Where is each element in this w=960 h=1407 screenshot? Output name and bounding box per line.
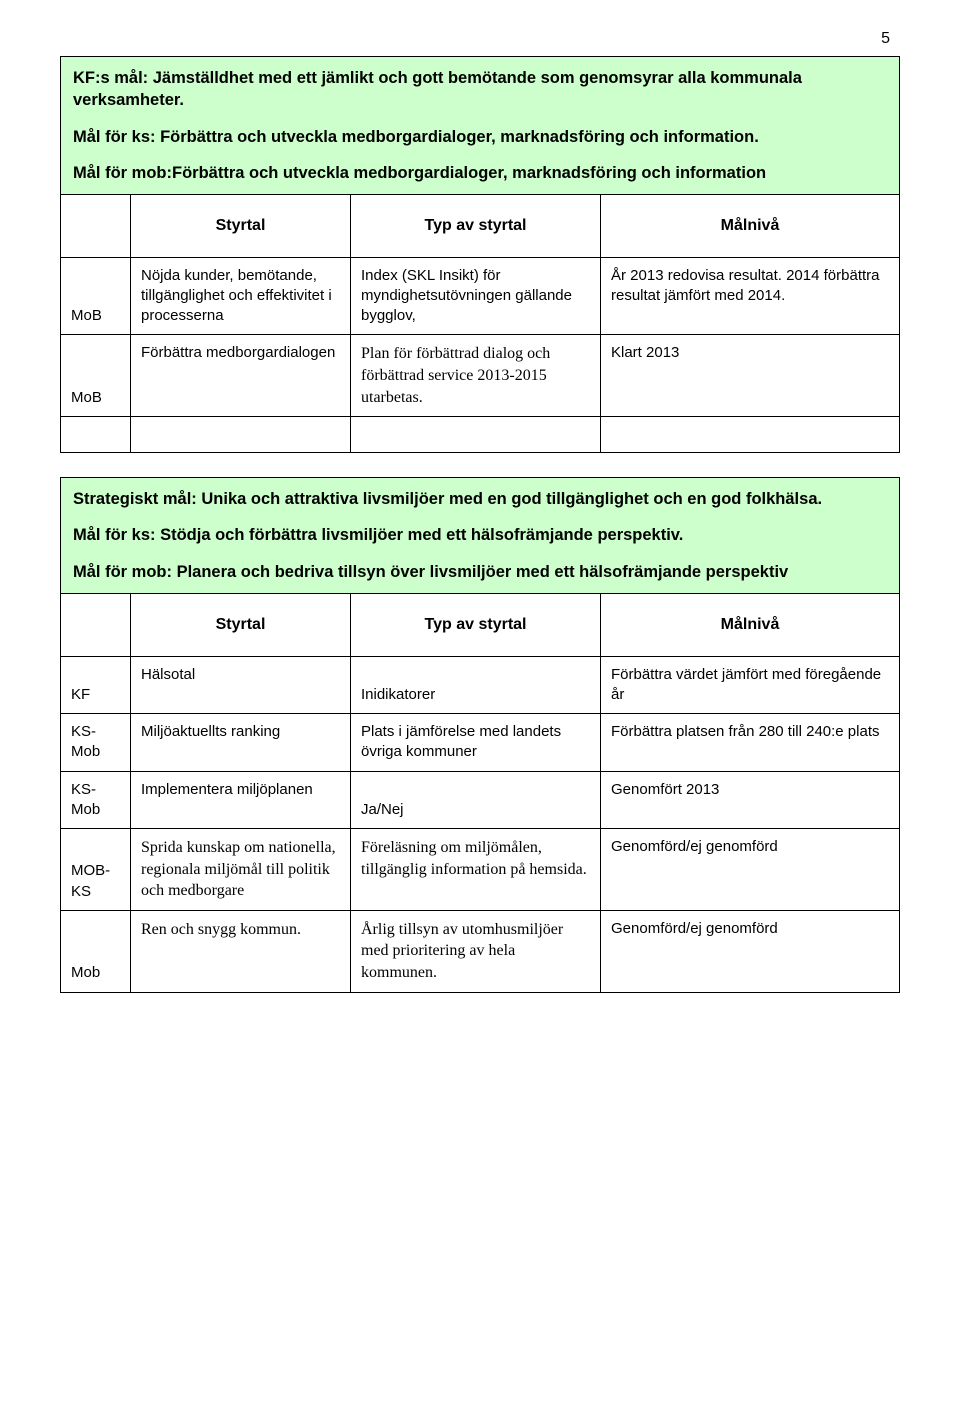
table-row: MoB Förbättra medborgardialogen Plan för… bbox=[61, 335, 900, 417]
table1-col-blank bbox=[61, 195, 131, 258]
table-row: KF Hälsotal Inidikatorer Förbättra värde… bbox=[61, 656, 900, 714]
empty-cell bbox=[601, 417, 900, 453]
row-left: KF bbox=[61, 656, 131, 714]
table1-col-styrtal: Styrtal bbox=[131, 195, 351, 258]
table1-header-line2: Mål för ks: Förbättra och utveckla medbo… bbox=[73, 126, 887, 148]
row-styrtal: Nöjda kunder, bemötande, tillgänglighet … bbox=[131, 257, 351, 335]
row-left: MoB bbox=[61, 257, 131, 335]
row-styrtal: Förbättra medborgardialogen bbox=[131, 335, 351, 417]
table2-header-line2: Mål för ks: Stödja och förbättra livsmil… bbox=[73, 524, 887, 546]
empty-cell bbox=[351, 417, 601, 453]
row-left: KS-Mob bbox=[61, 771, 131, 829]
table1-green-header: KF:s mål: Jämställdhet med ett jämlikt o… bbox=[61, 57, 900, 195]
row-typ: Plats i jämförelse med landets övriga ko… bbox=[351, 714, 601, 772]
table-row-empty bbox=[61, 417, 900, 453]
row-malniva: År 2013 redovisa resultat. 2014 förbättr… bbox=[601, 257, 900, 335]
row-left: Mob bbox=[61, 910, 131, 992]
table-row: KS-Mob Miljöaktuellts ranking Plats i jä… bbox=[61, 714, 900, 772]
table2-header-line1: Strategiskt mål: Unika och attraktiva li… bbox=[73, 490, 822, 508]
table2-col-typ: Typ av styrtal bbox=[351, 593, 601, 656]
row-malniva: Genomfört 2013 bbox=[601, 771, 900, 829]
table2-col-styrtal: Styrtal bbox=[131, 593, 351, 656]
row-styrtal: Hälsotal bbox=[131, 656, 351, 714]
table2-column-header: Styrtal Typ av styrtal Målnivå bbox=[61, 593, 900, 656]
row-styrtal: Implementera miljöplanen bbox=[131, 771, 351, 829]
goals-table-2: Strategiskt mål: Unika och attraktiva li… bbox=[60, 477, 900, 992]
row-typ: Ja/Nej bbox=[351, 771, 601, 829]
table-row: MoB Nöjda kunder, bemötande, tillgänglig… bbox=[61, 257, 900, 335]
row-typ: Index (SKL Insikt) för myndighetsutövnin… bbox=[351, 257, 601, 335]
row-malniva: Genomförd/ej genomförd bbox=[601, 910, 900, 992]
row-typ: Föreläsning om miljömålen, tillgänglig i… bbox=[351, 829, 601, 911]
table1-header-line3: Mål för mob:Förbättra och utveckla medbo… bbox=[73, 162, 887, 184]
row-malniva: Förbättra platsen från 280 till 240:e pl… bbox=[601, 714, 900, 772]
row-left: KS-Mob bbox=[61, 714, 131, 772]
table1-col-typ: Typ av styrtal bbox=[351, 195, 601, 258]
row-malniva: Förbättra värdet jämfört med föregående … bbox=[601, 656, 900, 714]
empty-cell bbox=[131, 417, 351, 453]
row-left: MOB-KS bbox=[61, 829, 131, 911]
table2-header-row: Strategiskt mål: Unika och attraktiva li… bbox=[61, 478, 900, 594]
row-left: MoB bbox=[61, 335, 131, 417]
goals-table-1: KF:s mål: Jämställdhet med ett jämlikt o… bbox=[60, 56, 900, 453]
row-typ: Plan för förbättrad dialog och förbättra… bbox=[351, 335, 601, 417]
table1-column-header: Styrtal Typ av styrtal Målnivå bbox=[61, 195, 900, 258]
row-styrtal: Miljöaktuellts ranking bbox=[131, 714, 351, 772]
table-row: KS-Mob Implementera miljöplanen Ja/Nej G… bbox=[61, 771, 900, 829]
page-number: 5 bbox=[60, 30, 900, 48]
table1-header-line1: KF:s mål: Jämställdhet med ett jämlikt o… bbox=[73, 69, 802, 109]
table-row: Mob Ren och snygg kommun. Årlig tillsyn … bbox=[61, 910, 900, 992]
table-row: MOB-KS Sprida kunskap om nationella, reg… bbox=[61, 829, 900, 911]
row-malniva: Genomförd/ej genomförd bbox=[601, 829, 900, 911]
table2-col-blank bbox=[61, 593, 131, 656]
row-styrtal: Ren och snygg kommun. bbox=[131, 910, 351, 992]
empty-cell bbox=[61, 417, 131, 453]
table1-header-row: KF:s mål: Jämställdhet med ett jämlikt o… bbox=[61, 57, 900, 195]
row-typ: Årlig tillsyn av utomhusmiljöer med prio… bbox=[351, 910, 601, 992]
row-typ: Inidikatorer bbox=[351, 656, 601, 714]
row-malniva: Klart 2013 bbox=[601, 335, 900, 417]
table1-col-malniva: Målnivå bbox=[601, 195, 900, 258]
table2-header-line3: Mål för mob: Planera och bedriva tillsyn… bbox=[73, 561, 887, 583]
table2-col-malniva: Målnivå bbox=[601, 593, 900, 656]
table2-green-header: Strategiskt mål: Unika och attraktiva li… bbox=[61, 478, 900, 594]
row-styrtal: Sprida kunskap om nationella, regionala … bbox=[131, 829, 351, 911]
